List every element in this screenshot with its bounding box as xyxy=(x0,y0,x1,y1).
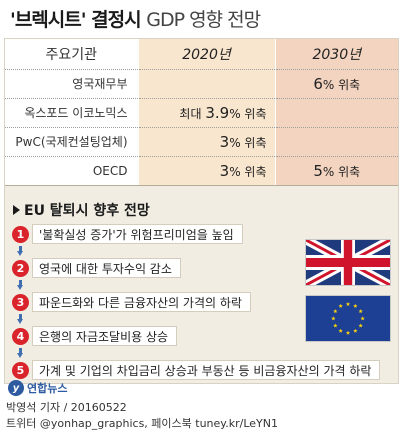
row-value-2030 xyxy=(274,98,398,128)
title-light: GDP 영향 전망 xyxy=(146,9,261,31)
arrow-down-icon xyxy=(17,246,24,256)
row-org: 옥스포드 이코노믹스 xyxy=(5,98,138,128)
eu-star-icon xyxy=(333,323,338,328)
page-title: '브렉시트' 결정시 GDP 영향 전망 xyxy=(10,5,261,32)
arrow-down-icon xyxy=(17,280,24,290)
eu-star-icon xyxy=(358,309,363,314)
eu-star-icon xyxy=(338,303,343,308)
table-row: 옥스포드 이코노믹스 최대 3.9% 위축 xyxy=(5,98,398,128)
step-number-badge: 5 xyxy=(12,361,29,379)
eu-star-icon xyxy=(331,316,336,321)
table-row: OECD 3% 위축 5% 위축 xyxy=(5,156,398,186)
eu-star-icon xyxy=(353,303,358,308)
step-number-badge: 1 xyxy=(12,225,29,243)
row-value-2020: 3% 위축 xyxy=(137,127,275,157)
row-value-2020 xyxy=(137,69,275,99)
logo-text: 연합뉴스 xyxy=(27,382,68,395)
row-value-2030: 6% 위축 xyxy=(274,69,398,99)
row-value-2020: 최대 3.9% 위축 xyxy=(137,98,275,128)
eu-star-icon xyxy=(345,301,351,306)
step-text: 가계 및 기업의 차입금리 상승과 부동산 등 비금융자산의 가격 하락 xyxy=(32,360,381,380)
credit-author-date: 박영석 기자 / 20160522 xyxy=(6,401,127,414)
content-panel: 주요기관 2020년 2030년 영국재무부 6% 위축 옥스포드 이코노믹스 … xyxy=(4,38,399,384)
list-item: 5 가계 및 기업의 차입금리 상승과 부동산 등 비금융자산의 가격 하락 xyxy=(12,359,381,381)
list-item: 3 파운드화와 다른 금융자산의 가격의 하락 xyxy=(12,291,251,313)
eu-star-icon xyxy=(345,330,351,335)
header-2030: 2030년 xyxy=(274,39,398,70)
table-row: 영국재무부 6% 위축 xyxy=(5,69,398,99)
eu-star-icon xyxy=(358,323,363,328)
row-value-2020: 3% 위축 xyxy=(137,156,275,186)
logo-mark-icon: y xyxy=(8,380,24,396)
list-item: 1 '불확실성 증가'가 위험프리미엄을 높임 xyxy=(12,223,243,245)
title-bold: '브렉시트' 결정시 xyxy=(10,9,142,31)
step-number-badge: 4 xyxy=(12,327,29,345)
step-text: 파운드화와 다른 금융자산의 가격의 하락 xyxy=(32,292,251,312)
section-title: EU 탈퇴시 향후 전망 xyxy=(13,200,150,220)
arrow-down-icon xyxy=(17,348,24,358)
header-2020: 2020년 xyxy=(137,39,275,70)
row-org: 영국재무부 xyxy=(5,69,138,99)
row-value-2030 xyxy=(274,127,398,157)
step-number-badge: 2 xyxy=(12,259,29,277)
credit-social: 트위터 @yonhap_graphics, 페이스북 tuney.kr/LeYN… xyxy=(6,417,278,430)
title-bar: '브렉시트' 결정시 GDP 영향 전망 xyxy=(0,0,403,36)
header-org: 주요기관 xyxy=(5,39,138,70)
arrow-down-icon xyxy=(17,314,24,324)
eu-flag-icon xyxy=(305,295,391,342)
list-item: 4 은행의 자금조달비용 상승 xyxy=(12,325,178,347)
eu-star-icon xyxy=(360,316,365,321)
row-org: OECD xyxy=(5,156,138,186)
list-item: 2 영국에 대한 투자수익 감소 xyxy=(12,257,181,279)
eu-star-icon xyxy=(333,309,338,314)
credit: 박영석 기자 / 20160522 트위터 @yonhap_graphics, … xyxy=(6,400,278,432)
yonhap-logo: y 연합뉴스 xyxy=(8,380,67,396)
eu-star-icon xyxy=(338,328,343,333)
eu-star-icon xyxy=(353,328,358,333)
step-text: '불확실성 증가'가 위험프리미엄을 높임 xyxy=(32,224,243,244)
table-row: PwC(국제컨설팅업체) 3% 위축 xyxy=(5,127,398,157)
uk-flag-icon xyxy=(305,239,391,286)
step-text: 은행의 자금조달비용 상승 xyxy=(32,326,178,346)
gdp-forecast-table: 주요기관 2020년 2030년 영국재무부 6% 위축 옥스포드 이코노믹스 … xyxy=(5,39,398,186)
triangle-bullet-icon xyxy=(13,205,20,215)
row-value-2030: 5% 위축 xyxy=(274,156,398,186)
step-text: 영국에 대한 투자수익 감소 xyxy=(32,258,181,278)
row-org: PwC(국제컨설팅업체) xyxy=(5,127,138,157)
table-header-row: 주요기관 2020년 2030년 xyxy=(5,39,398,70)
step-number-badge: 3 xyxy=(12,293,29,311)
